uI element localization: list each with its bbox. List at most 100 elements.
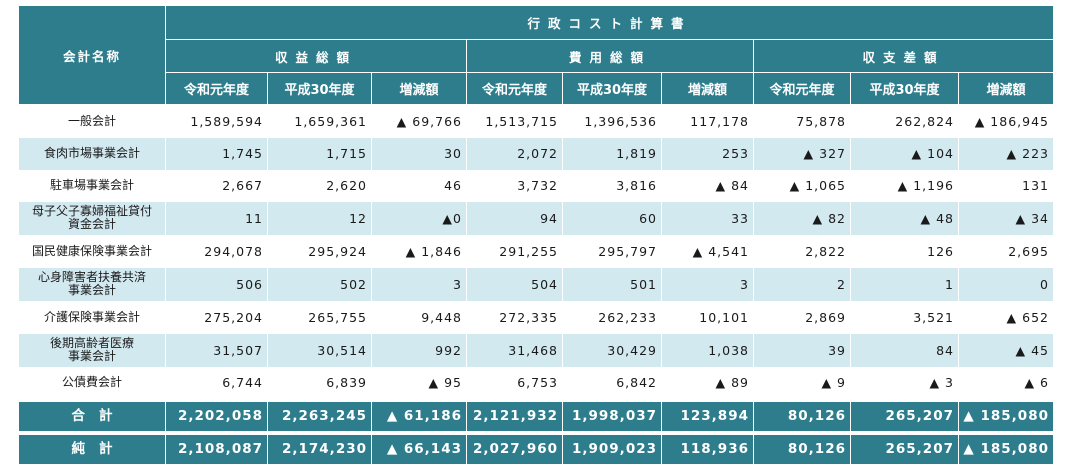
value-cell: 262,233 [562,300,662,334]
total-value-cell: 2,174,230 [267,433,372,465]
subheader-current-year: 令和元年度 [165,72,268,105]
value-cell: 253 [661,137,754,170]
total-value-cell: 2,263,245 [267,400,372,432]
value-cell: 6,842 [562,366,662,399]
value-cell: ▲ 95 [371,366,467,399]
subheader-row: 令和元年度 平成30年度 増減額 令和元年度 平成30年度 増減額 令和元年度 … [19,72,1054,105]
table-row: 心身障害者扶養共済 事業会計 506 502 3 504 501 3 2 1 0 [18,267,1054,301]
group-header-balance: 収支差額 [753,39,1054,73]
value-cell: 3,732 [466,169,563,202]
table-row: 食肉市場事業会計 1,745 1,715 30 2,072 1,819 253 ▲ 327 ▲ … [18,137,1054,170]
subheader-current-year: 令和元年度 [466,72,563,105]
value-cell: 3 [371,267,467,301]
value-cell: 1 [850,267,959,301]
value-cell: 2,869 [753,300,851,334]
subheader-current-year: 令和元年度 [753,72,851,105]
value-cell: 501 [562,267,662,301]
value-cell: 295,797 [562,234,662,268]
value-cell: 6,839 [267,366,372,399]
total-value-cell: 265,207 [850,433,959,465]
table-row: 一般会計 1,589,594 1,659,361 ▲ 69,766 1,513,715 1… [18,104,1054,138]
value-cell: 992 [371,333,467,367]
table-row: 介護保険事業会計 275,204 265,755 9,448 272,335 262,23… [18,300,1054,334]
total-value-cell: ▲ 185,080 [958,400,1054,432]
subheader-previous-year: 平成30年度 [562,72,662,105]
value-cell: 2,667 [165,169,268,202]
value-cell: 2,620 [267,169,372,202]
group-header-expense: 費用総額 [466,39,754,73]
value-cell: 504 [466,267,563,301]
total-label: 純計 [18,433,166,465]
table-row: 母子父子寡婦福祉貸付 資金会計 11 12 ▲0 94 60 33 ▲ 82 ▲ 48 ▲ 34 [18,201,1054,235]
total-value-cell: 118,936 [661,433,754,465]
group-header-revenue: 収益総額 [165,39,467,73]
value-cell: 1,819 [562,137,662,170]
value-cell: ▲ 34 [958,201,1054,235]
total-row: 合計 2,202,058 2,263,245 ▲ 61,186 2,121,932 1,9… [18,400,1054,432]
subheader-change: 増減額 [661,72,754,105]
total-value-cell: ▲ 66,143 [371,433,467,465]
total-value-cell: 2,108,087 [165,433,268,465]
value-cell: 94 [466,201,563,235]
total-value-cell: 80,126 [753,400,851,432]
table-row: 公債費会計 6,744 6,839 ▲ 95 6,753 6,842 ▲ 89 ▲ 9 ▲ 3 ▲… [18,366,1054,399]
value-cell: 1,745 [165,137,268,170]
value-cell: ▲ 45 [958,333,1054,367]
value-cell: ▲ 1,065 [753,169,851,202]
account-name-cell: 後期高齢者医療 事業会計 [18,333,166,367]
value-cell: 265,755 [267,300,372,334]
value-cell: ▲ 4,541 [661,234,754,268]
value-cell: 2,695 [958,234,1054,268]
value-cell: ▲0 [371,201,467,235]
value-cell: 2 [753,267,851,301]
value-cell: 31,507 [165,333,268,367]
net-total-row: 純計 2,108,087 2,174,230 ▲ 66,143 2,027,960 1,9… [18,433,1054,465]
subheader-previous-year: 平成30年度 [850,72,959,105]
value-cell: 275,204 [165,300,268,334]
cost-statement-table: 会計名称 行政コスト計算書 収益総額 費用総額 収支差額 令和元年度 平成30年… [18,5,1054,465]
subheader-previous-year: 平成30年度 [267,72,372,105]
value-cell: 33 [661,201,754,235]
value-cell: 295,924 [267,234,372,268]
value-cell: 294,078 [165,234,268,268]
total-value-cell: 2,121,932 [466,400,563,432]
value-cell: 126 [850,234,959,268]
value-cell: 11 [165,201,268,235]
value-cell: 12 [267,201,372,235]
value-cell: 6,744 [165,366,268,399]
value-cell: 39 [753,333,851,367]
value-cell: 1,513,715 [466,104,563,138]
account-name-cell: 国民健康保険事業会計 [18,234,166,268]
total-value-cell: 265,207 [850,400,959,432]
value-cell: ▲ 84 [661,169,754,202]
value-cell: 2,072 [466,137,563,170]
account-name-cell: 介護保険事業会計 [18,300,166,334]
value-cell: 272,335 [466,300,563,334]
subheader-change: 増減額 [371,72,467,105]
value-cell: 30,429 [562,333,662,367]
value-cell: 30 [371,137,467,170]
value-cell: ▲ 1,846 [371,234,467,268]
name-column-header: 会計名称 [18,5,166,105]
value-cell: 3 [661,267,754,301]
account-name-cell: 公債費会計 [18,366,166,399]
total-value-cell: ▲ 61,186 [371,400,467,432]
value-cell: ▲ 1,196 [850,169,959,202]
value-cell: 30,514 [267,333,372,367]
value-cell: 262,824 [850,104,959,138]
value-cell: ▲ 69,766 [371,104,467,138]
value-cell: 2,822 [753,234,851,268]
value-cell: 131 [958,169,1054,202]
value-cell: ▲ 652 [958,300,1054,334]
value-cell: 6,753 [466,366,563,399]
total-label: 合計 [18,400,166,432]
value-cell: 117,178 [661,104,754,138]
value-cell: ▲ 89 [661,366,754,399]
value-cell: 291,255 [466,234,563,268]
total-value-cell: ▲ 185,080 [958,433,1054,465]
value-cell: 1,715 [267,137,372,170]
account-name-cell: 母子父子寡婦福祉貸付 資金会計 [18,201,166,235]
value-cell: 46 [371,169,467,202]
value-cell: 9,448 [371,300,467,334]
table-title: 行政コスト計算書 [165,5,1054,40]
